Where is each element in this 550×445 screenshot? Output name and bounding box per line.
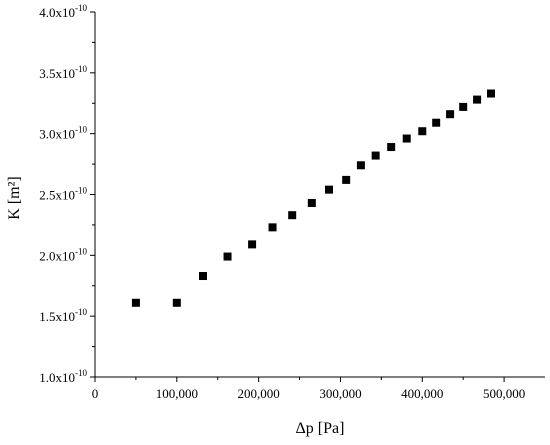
y-tick-label: 3.0x10-10 [39,125,87,142]
y-tick-label: 2.0x10-10 [39,246,87,263]
y-tick-mantissa: 1.5x10 [39,309,75,324]
data-point [172,298,181,307]
y-tick-exponent: -10 [75,246,87,256]
y-tick-exponent: -10 [75,186,87,196]
y-tick-label: 1.5x10-10 [39,307,87,324]
data-point [446,110,455,119]
y-tick-label: 1.0x10-10 [39,368,87,385]
y-tick-exponent: -10 [75,368,87,378]
data-point [199,272,207,281]
x-ticks: 0 100,000 200,000 300,000 400,000 500,000 [92,377,525,401]
x-tick-label: 100,000 [156,386,198,401]
data-point [387,143,396,152]
axes [94,12,545,378]
y-tick-exponent: -10 [75,64,87,74]
data-point [288,211,297,220]
data-point [307,199,316,208]
y-tick-label: 4.0x10-10 [39,3,87,20]
y-tick-mantissa: 1.0x10 [39,370,75,385]
data-point [418,127,427,136]
x-axis-title: Δp [Pa] [296,420,345,437]
data-point [402,134,411,143]
y-tick-mantissa: 2.5x10 [39,188,75,203]
y-tick-mantissa: 3.5x10 [39,66,75,81]
y-tick-mantissa: 2.0x10 [39,248,75,263]
y-tick-label: 2.5x10-10 [39,186,87,203]
data-point [325,185,333,194]
y-tick-mantissa: 4.0x10 [39,5,75,20]
data-point [223,252,232,261]
y-tick-exponent: -10 [75,307,87,317]
data-point [248,240,257,249]
data-points [131,89,495,307]
data-point [356,161,365,170]
data-point [268,223,277,232]
x-tick-label: 200,000 [238,386,280,401]
x-tick-label: 500,000 [483,386,525,401]
y-tick-exponent: -10 [75,3,87,13]
data-point [473,95,482,104]
data-point [459,102,468,111]
x-tick-label: 300,000 [319,386,361,401]
x-tick-label: 0 [92,386,99,401]
y-tick-label: 3.5x10-10 [39,64,87,81]
data-point [371,151,380,160]
y-axis-title: K [m²] [6,176,23,219]
y-ticks: 1.0x10-101.5x10-102.0x10-102.5x10-103.0x… [39,3,95,385]
x-tick-label: 400,000 [401,386,443,401]
data-point [487,89,495,98]
data-point [131,298,140,307]
y-tick-mantissa: 3.0x10 [39,127,75,142]
data-point [432,118,441,127]
data-point [342,175,351,184]
y-tick-exponent: -10 [75,125,87,135]
